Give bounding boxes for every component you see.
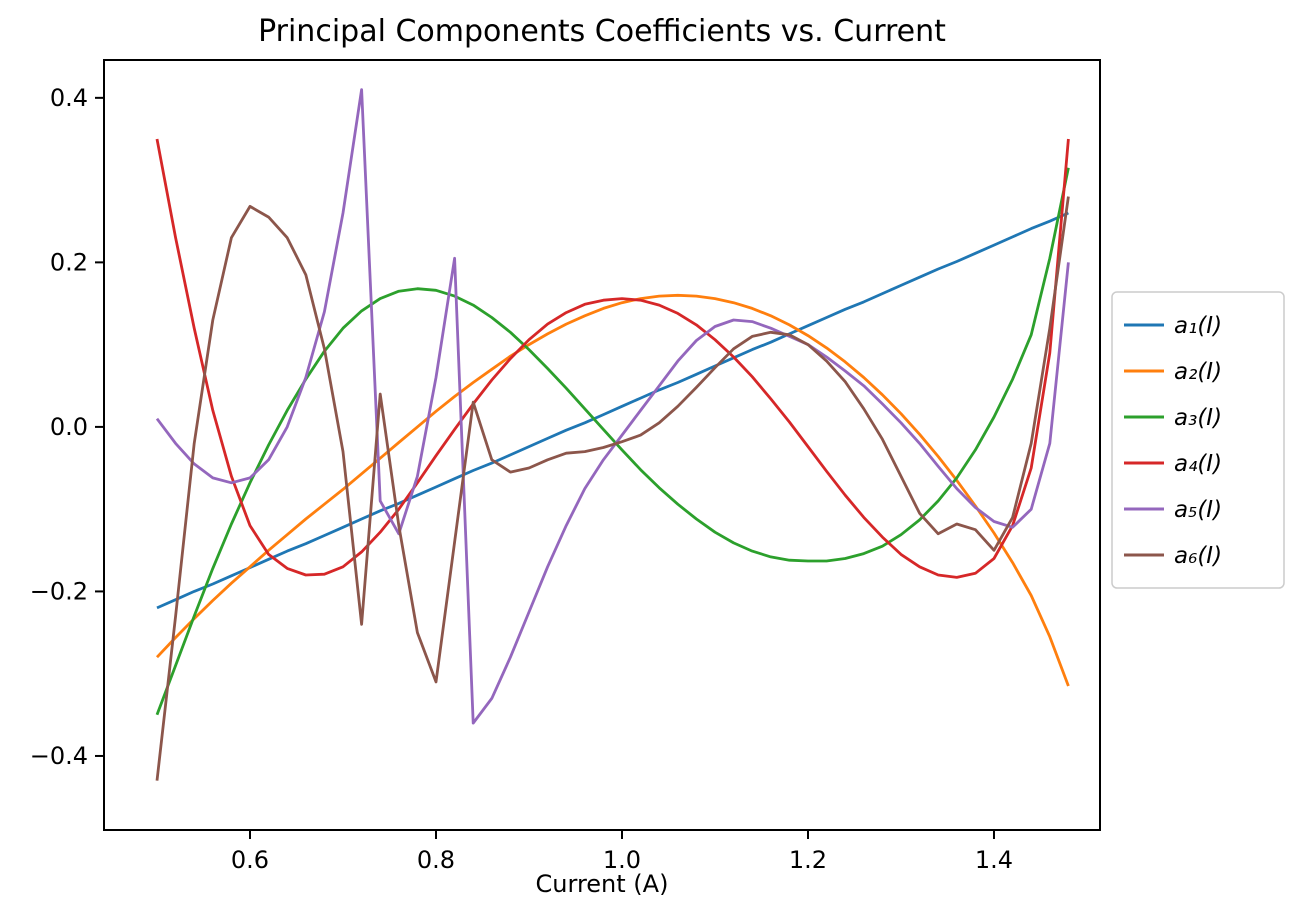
legend-label-6: a₆(I)	[1174, 543, 1222, 569]
x-tick-label: 1.0	[603, 846, 641, 874]
plot-border	[103, 59, 1101, 831]
x-tick-label: 1.4	[975, 846, 1013, 874]
legend-label-5: a₅(I)	[1174, 497, 1222, 523]
x-tick-label: 0.8	[417, 846, 455, 874]
series-line-5	[155, 88, 1070, 725]
y-tick-label: −0.2	[30, 577, 88, 605]
series-line-6	[155, 196, 1070, 781]
y-tick-label: −0.4	[30, 742, 88, 770]
x-axis-label: Current (A)	[535, 870, 669, 898]
chart-title: Principal Components Coefficients vs. Cu…	[258, 14, 946, 49]
legend-box	[1111, 291, 1285, 589]
legend-label-1: a₁(I)	[1174, 313, 1222, 339]
plot-area	[104, 60, 1100, 830]
series-line-4	[155, 138, 1070, 579]
series-line-3	[155, 167, 1070, 716]
x-tick-label: 0.6	[231, 846, 269, 874]
legend-label-3: a₃(I)	[1174, 405, 1222, 431]
y-tick-label: 0.4	[50, 84, 88, 112]
legend-label-2: a₂(I)	[1174, 359, 1222, 385]
series-line-1	[156, 211, 1069, 610]
y-tick-label: 0.2	[50, 248, 88, 276]
y-tick-label: 0.0	[50, 413, 88, 441]
x-tick-label: 1.2	[789, 846, 827, 874]
series-line-2	[155, 293, 1070, 687]
legend-label-4: a₄(I)	[1174, 451, 1222, 477]
